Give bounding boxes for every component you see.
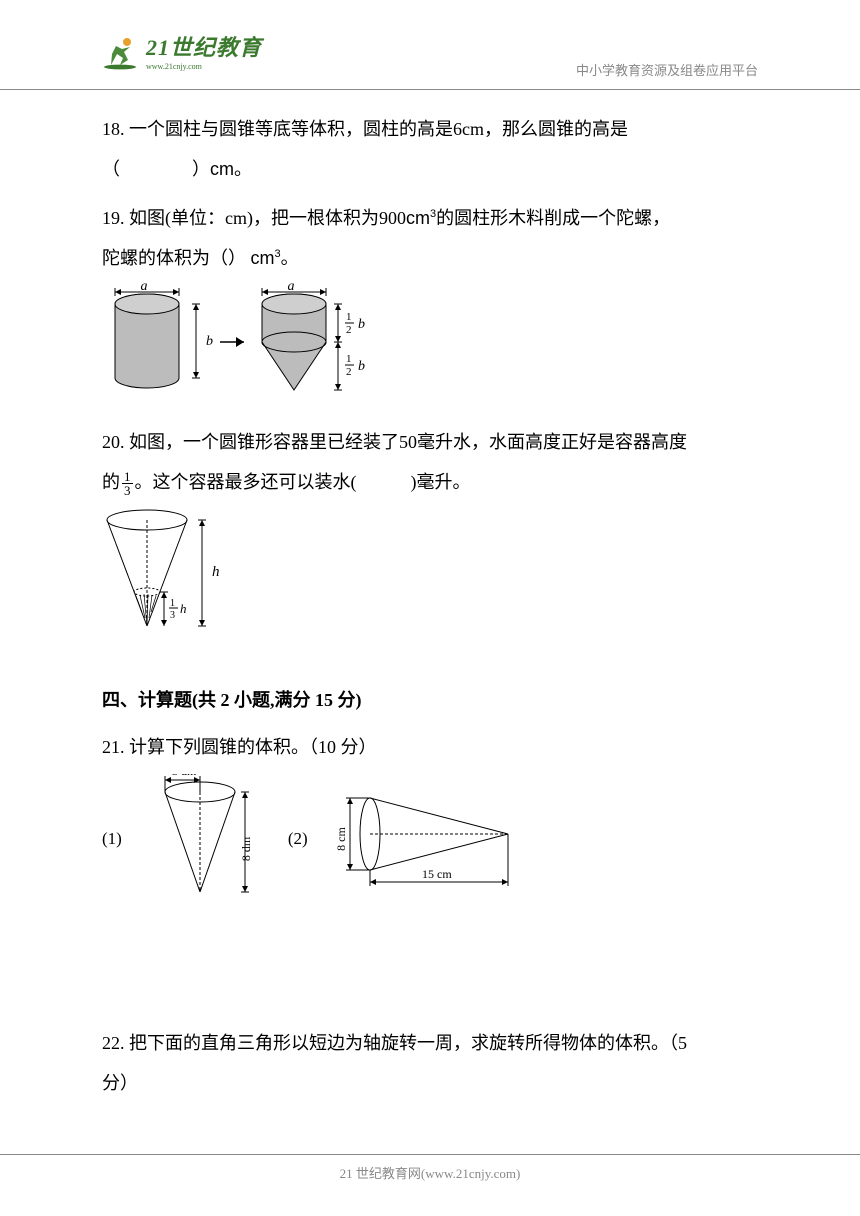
q21-text: 计算下列圆锥的体积。（10 分） (129, 737, 377, 757)
logo-text: 21世纪教育 www.21cnjy.com (146, 30, 262, 71)
q19-figure: a b (102, 282, 758, 417)
q20-prefix: 20. (102, 432, 129, 452)
q18-unit: cm。 (210, 159, 252, 179)
q21-fig1-side: 8 dm (239, 836, 253, 861)
footer-text: 21 世纪教育网(www.21cnjy.com) (340, 1166, 521, 1181)
svg-text:3: 3 (170, 610, 175, 621)
q19-line2: 陀螺的体积为（） (102, 248, 246, 268)
q21-prefix: 21. (102, 737, 129, 757)
q19-prefix: 19. (102, 208, 129, 228)
svg-text:2: 2 (346, 366, 352, 378)
q22-prefix: 22. (102, 1033, 129, 1053)
q21-cone-2: 8 cm 15 cm (336, 784, 526, 894)
q21-figures-row: (1) 3 dm 8 dm (2) (102, 774, 758, 904)
q21-label-2: (2) (288, 820, 308, 857)
fraction-one-third: 13 (122, 470, 133, 497)
svg-text:h: h (180, 601, 187, 616)
svg-text:b: b (358, 359, 365, 374)
page-header: 21世纪教育 www.21cnjy.com 中小学教育资源及组卷应用平台 (0, 30, 860, 90)
logo-subtitle: www.21cnjy.com (146, 62, 262, 71)
q20-line2a: 的 (102, 472, 120, 492)
q19-label-a: a (141, 282, 148, 294)
q19-unit2: cm3 (251, 248, 281, 268)
q21-cone-1: 3 dm 8 dm (150, 774, 260, 904)
question-18: 18. 一个圆柱与圆锥等底等体积，圆柱的高是6cm，那么圆锥的高是 （ ）cm。 (102, 110, 758, 189)
question-22: 22. 把下面的直角三角形以短边为轴旋转一周，求旋转所得物体的体积。（5 分） (102, 1024, 758, 1103)
q18-text: 一个圆柱与圆锥等底等体积，圆柱的高是6cm，那么圆锥的高是 (129, 119, 628, 139)
brand-logo: 21世纪教育 www.21cnjy.com (102, 30, 262, 71)
svg-text:a: a (288, 282, 295, 294)
svg-text:b: b (358, 317, 365, 332)
q19-label-b: b (206, 334, 213, 349)
header-platform-text: 中小学教育资源及组卷应用平台 (576, 60, 758, 79)
svg-text:1: 1 (346, 311, 352, 323)
question-19: 19. 如图(单位：cm)，把一根体积为900cm3的圆柱形木料削成一个陀螺， … (102, 199, 758, 417)
q18-blank: （ ） (102, 159, 210, 179)
q20-line1: 如图，一个圆锥形容器里已经装了50毫升水，水面高度正好是容器高度 (129, 432, 687, 452)
q19-unit1: cm3 (406, 208, 436, 228)
q20-h-label: h (212, 564, 220, 580)
logo-title: 21世纪教育 (146, 30, 262, 62)
q22-line2: 分） (102, 1073, 138, 1093)
section-4-heading: 四、计算题(共 2 小题,满分 15 分) (102, 681, 758, 721)
q19-period: 。 (281, 248, 299, 268)
q18-prefix: 18. (102, 119, 129, 139)
q20-figure: h 1 3 h (102, 506, 758, 651)
q19-text-b: 的圆柱形木料削成一个陀螺， (436, 208, 670, 228)
q21-fig2-left: 8 cm (336, 826, 348, 850)
page-footer: 21 世纪教育网(www.21cnjy.com) (0, 1154, 860, 1182)
runner-icon (102, 32, 142, 70)
q21-fig2-bottom: 15 cm (422, 867, 452, 881)
svg-text:1: 1 (346, 353, 352, 365)
question-20: 20. 如图，一个圆锥形容器里已经装了50毫升水，水面高度正好是容器高度 的13… (102, 423, 758, 651)
q20-line2b: 。这个容器最多还可以装水( )毫升。 (135, 472, 471, 492)
question-21: 21. 计算下列圆锥的体积。（10 分） (1) 3 dm (102, 728, 758, 904)
document-body: 18. 一个圆柱与圆锥等底等体积，圆柱的高是6cm，那么圆锥的高是 （ ）cm。… (102, 110, 758, 1103)
q21-fig1-top: 3 dm (172, 774, 197, 778)
q21-label-1: (1) (102, 820, 122, 857)
svg-text:1: 1 (170, 598, 175, 609)
svg-text:2: 2 (346, 324, 352, 336)
q22-line1: 把下面的直角三角形以短边为轴旋转一周，求旋转所得物体的体积。（5 (129, 1033, 687, 1053)
q19-text-a: 如图(单位：cm)，把一根体积为900 (129, 208, 406, 228)
